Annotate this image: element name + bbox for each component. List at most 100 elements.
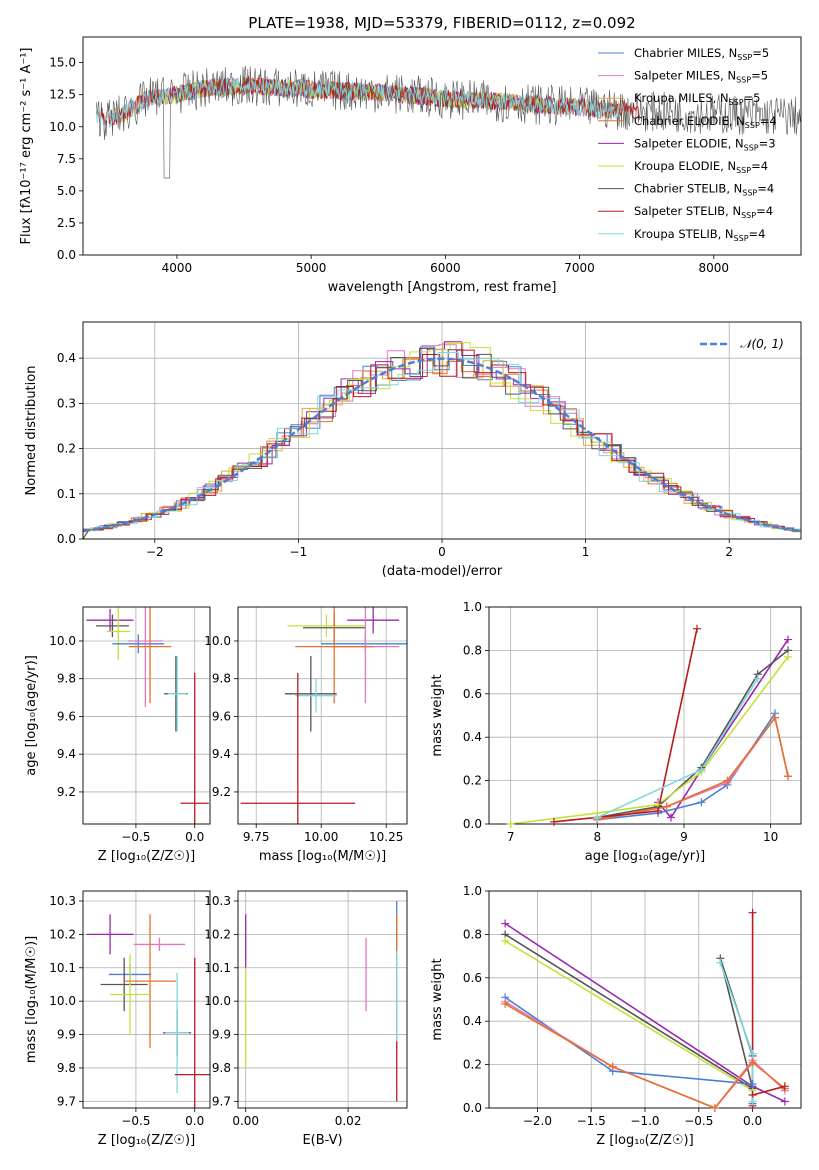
x-tick-label: −1.5 — [577, 1114, 606, 1128]
x-tick-label: −2.0 — [523, 1114, 552, 1128]
legend-name: Kroupa ELODIE, N — [634, 159, 736, 173]
gaussian-curve — [83, 357, 801, 533]
legend-sub: SSP — [742, 189, 757, 198]
legend-sub: SSP — [736, 166, 751, 175]
y-tick-label: 9.7 — [57, 1094, 76, 1108]
legend-sub: SSP — [737, 53, 752, 62]
y-axis-label: mass weight — [430, 958, 445, 1040]
series-line — [504, 940, 754, 1092]
histogram-line — [83, 347, 801, 539]
error-bar-point — [287, 614, 366, 638]
legend-sub: SSP — [736, 76, 751, 85]
data-marker — [748, 908, 757, 917]
y-tick-label: 1.0 — [463, 884, 482, 898]
legend-sub: SSP — [745, 121, 760, 130]
y-tick-label: 9.9 — [57, 1028, 76, 1042]
y-tick-label: 0.4 — [463, 1014, 482, 1028]
x-tick-label: 2 — [725, 545, 733, 559]
x-tick-label: 10 — [763, 830, 778, 844]
error-bar-point — [165, 972, 189, 1093]
y-tick-label: 0.6 — [463, 971, 482, 985]
legend-suffix: =5 — [751, 69, 768, 83]
y-tick-label: 9.6 — [212, 709, 231, 723]
plots-layer: 4000 5000 6000 7000 80000.02.55.07.510.012.5… — [19, 36, 802, 1148]
data-marker — [780, 1082, 789, 1091]
y-tick-label: 0.8 — [463, 643, 482, 657]
legend-entry: Chabrier ELODIE, NSSP=4 — [634, 114, 777, 130]
axes-frame — [82, 606, 211, 825]
axes-frame — [488, 606, 802, 825]
chart-mass-vs-ebv: 0.00 0.02 9.7 9.8 9.9 10.0 10.1 10.2 10.3 E(B-V) — [204, 890, 408, 1148]
y-tick-label: 10.0 — [204, 634, 231, 648]
x-tick-label: 5000 — [296, 261, 327, 275]
legend-suffix: =4 — [751, 159, 768, 173]
legend-name: Kroupa STELIB, N — [634, 227, 734, 241]
y-tick-label: 0.0 — [463, 1101, 482, 1115]
axes-frame — [82, 36, 802, 256]
error-bar-point — [240, 673, 355, 824]
y-axis-label: Flux [fλ10⁻¹⁷ erg cm⁻² s⁻¹ A⁻¹] — [19, 48, 34, 245]
x-axis-label: age [log₁₀(age/yr)] — [585, 849, 706, 864]
error-bar-point — [95, 614, 129, 638]
y-tick-label: 10.0 — [49, 634, 76, 648]
plot-area — [83, 341, 801, 539]
plot-area — [240, 607, 407, 824]
error-bar-point — [174, 957, 210, 1108]
error-bar-point — [347, 607, 400, 634]
y-tick-label: 0.6 — [463, 687, 482, 701]
x-tick-label: 4000 — [162, 261, 193, 275]
legend-entry: Salpeter ELODIE, NSSP=3 — [634, 136, 776, 152]
series-line — [504, 1003, 786, 1108]
plot-area — [245, 901, 398, 1102]
x-axis-label: E(B-V) — [302, 1133, 342, 1148]
legend-entry: Salpeter STELIB, NSSP=4 — [634, 204, 773, 220]
y-tick-label: 0.4 — [57, 351, 76, 365]
y-tick-label: 9.8 — [57, 672, 76, 686]
y-tick-label: 10.0 — [49, 120, 76, 134]
y-tick-label: 9.7 — [212, 1094, 231, 1108]
x-axis-label: (data-model)/error — [382, 564, 503, 579]
error-bar-point — [180, 673, 209, 824]
x-axis-label: Z [log₁₀(Z/Z☉)] — [98, 1133, 195, 1148]
error-bar-point — [128, 607, 172, 704]
x-tick-label: 0.02 — [335, 1114, 362, 1128]
x-tick-label: −0.5 — [121, 830, 150, 844]
y-tick-label: 12.5 — [49, 88, 76, 102]
error-bar-point — [295, 678, 337, 713]
y-tick-label: 10.3 — [49, 894, 76, 908]
legend-sub: SSP — [729, 98, 744, 107]
y-tick-label: 9.2 — [57, 785, 76, 799]
data-marker — [771, 713, 779, 722]
legend-suffix: =4 — [749, 227, 766, 241]
x-tick-label: 8000 — [698, 261, 729, 275]
x-tick-label: 10.25 — [369, 830, 403, 844]
error-bar-point — [167, 656, 187, 732]
legend-entry: Kroupa MILES, NSSP=5 — [634, 91, 760, 107]
error-bar-point — [295, 607, 374, 704]
y-tick-label: 10.0 — [49, 994, 76, 1008]
data-marker — [748, 1058, 757, 1067]
x-tick-label: 1 — [582, 545, 590, 559]
chart-mass-vs-Z: −0.5 0.0 9.7 9.8 9.9 10.0 10.1 10.2 10.3 Z [log₁₀… — [24, 890, 211, 1148]
data-marker — [608, 1062, 617, 1071]
y-tick-label: 10.2 — [49, 927, 76, 941]
x-tick-label: 7 — [507, 830, 515, 844]
legend-suffix: =4 — [756, 204, 773, 218]
y-axis-label: mass [log₁₀(M/M☉)] — [24, 936, 39, 1063]
data-marker — [693, 624, 701, 633]
x-tick-label: 0.00 — [232, 1114, 259, 1128]
y-tick-label: 0.2 — [463, 774, 482, 788]
plot-area — [86, 914, 210, 1108]
y-tick-label: 9.8 — [212, 1061, 231, 1075]
y-tick-label: 7.5 — [57, 152, 76, 166]
error-bar-point — [127, 607, 163, 708]
legend-sub: SSP — [744, 143, 759, 152]
legend-entry: Kroupa STELIB, NSSP=4 — [634, 227, 765, 243]
y-tick-label: 5.0 — [57, 184, 76, 198]
y-tick-label: 10.1 — [49, 961, 76, 975]
y-tick-label: 10.3 — [204, 894, 231, 908]
x-tick-label: 0.0 — [185, 1114, 204, 1128]
x-tick-label: −2 — [146, 545, 164, 559]
legend-entry: Chabrier STELIB, NSSP=4 — [634, 182, 774, 198]
error-bar-point — [86, 914, 134, 955]
